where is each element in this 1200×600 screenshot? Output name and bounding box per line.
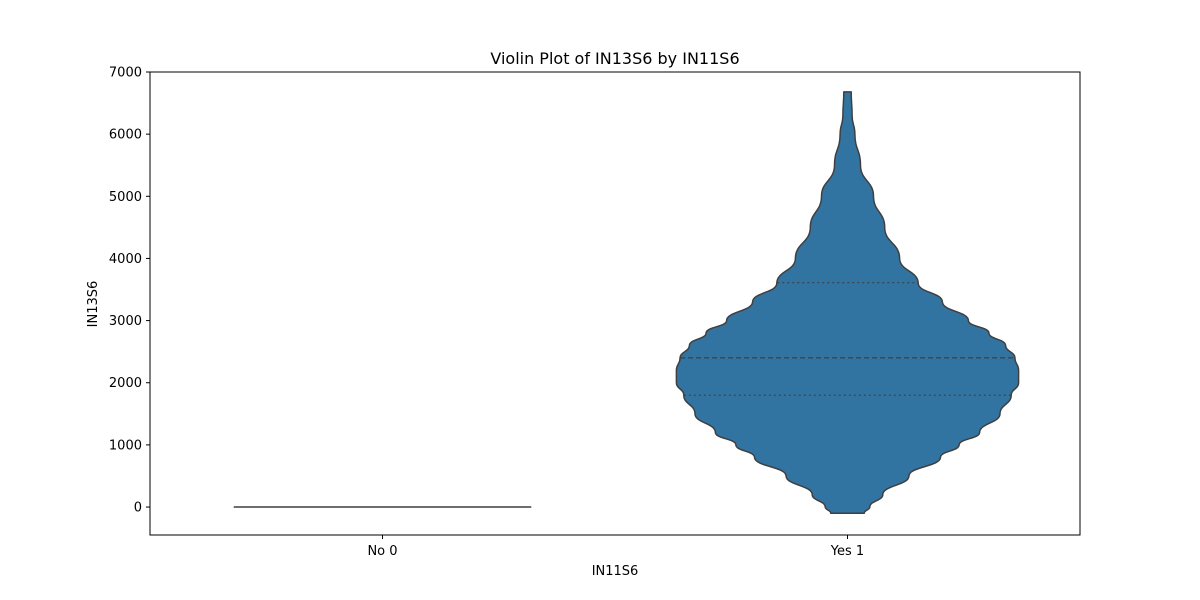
y-tick-label: 4000 — [109, 252, 142, 267]
x-tick-label: Yes 1 — [830, 544, 864, 559]
x-axis: No 0 Yes 1 — [367, 535, 864, 559]
y-tick-label: 1000 — [109, 438, 142, 453]
y-tick-label: 6000 — [109, 128, 142, 143]
y-tick-label: 2000 — [109, 376, 142, 391]
y-tick-label: 3000 — [109, 314, 142, 329]
y-tick-label: 0 — [134, 501, 142, 516]
violin-body — [675, 91, 1020, 514]
x-axis-label: IN11S6 — [592, 564, 639, 579]
y-axis: 0 1000 2000 3000 4000 5000 6000 7000 — [109, 66, 150, 516]
chart-title: Violin Plot of IN13S6 by IN11S6 — [490, 49, 739, 68]
plot-frame — [149, 71, 1081, 536]
y-tick-label: 5000 — [109, 190, 142, 205]
x-tick-label: No 0 — [367, 544, 397, 559]
y-axis-label: IN13S6 — [86, 281, 101, 328]
y-tick-label: 7000 — [109, 66, 142, 81]
plot-area — [233, 91, 1020, 514]
